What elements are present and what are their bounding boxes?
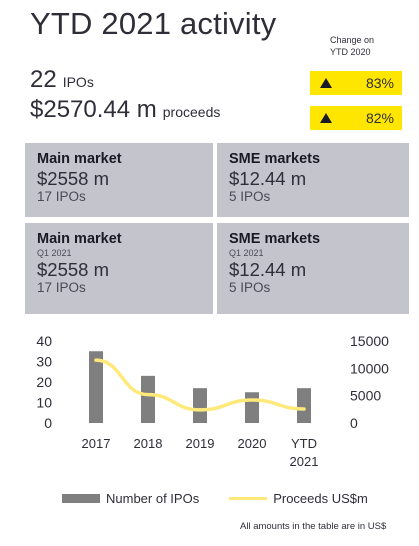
kpi-ipos-value: 22	[30, 66, 57, 93]
market-summary-grid: Main market $2558 m 17 IPOs SME markets …	[25, 143, 409, 314]
change-badge-ipos: 83%	[310, 71, 402, 95]
right-axis-tick: 15000	[350, 333, 389, 349]
cell-heading: Main market	[37, 151, 122, 167]
cell-value: $12.44 m	[229, 168, 307, 189]
kpi-ipos: 22 IPOs	[30, 66, 94, 94]
right-axis-tick: 5000	[350, 388, 381, 404]
left-axis-tick: 30	[36, 354, 52, 370]
change-badge-ipos-value: 83%	[365, 75, 394, 91]
change-badge-proceeds-value: 82%	[365, 110, 394, 126]
bar-number-of-ipos	[193, 388, 207, 423]
left-axis-tick: 20	[36, 374, 52, 390]
cell-count: 5 IPOs	[229, 189, 271, 204]
cell-main-market-q1: Main market Q1 2021 $2558 m 17 IPOs	[25, 223, 213, 314]
triangle-up-icon	[320, 78, 332, 88]
change-label: Change on YTD 2020	[330, 34, 390, 58]
cell-heading: SME markets	[229, 231, 321, 247]
right-axis-tick: 10000	[350, 360, 389, 376]
cell-subheading: Q1 2021	[37, 248, 72, 258]
page-title: YTD 2021 activity	[30, 6, 277, 41]
cell-value: $2558 m	[37, 259, 109, 280]
line-proceeds	[94, 358, 306, 412]
legend-line-swatch	[229, 497, 268, 500]
left-axis-tick: 40	[36, 333, 52, 349]
x-axis-tick: 2021	[290, 454, 319, 469]
left-axis-tick: 0	[44, 415, 52, 431]
cell-sme-markets-q1: SME markets Q1 2021 $12.44 m 5 IPOs	[217, 223, 409, 314]
cell-heading: SME markets	[229, 151, 321, 167]
kpi-ipos-unit: IPOs	[62, 74, 94, 90]
legend-line-label: Proceeds US$m	[273, 491, 368, 506]
x-axis-tick: 2020	[238, 436, 267, 451]
x-axis-tick: 2017	[82, 436, 111, 451]
x-axis-tick: 2018	[134, 436, 163, 451]
cell-count: 17 IPOs	[37, 280, 86, 295]
x-axis-tick: YTD	[291, 436, 317, 451]
legend-bar-swatch	[62, 494, 100, 503]
bar-number-of-ipos	[297, 388, 311, 423]
cell-sme-markets: SME markets $12.44 m 5 IPOs	[217, 143, 409, 217]
cell-subheading: Q1 2021	[229, 248, 264, 258]
bar-number-of-ipos	[141, 375, 155, 423]
cell-main-market: Main market $2558 m 17 IPOs	[25, 143, 213, 217]
cell-count: 5 IPOs	[229, 280, 271, 295]
cell-count: 17 IPOs	[37, 189, 86, 204]
left-axis-tick: 10	[36, 395, 52, 411]
kpi-proceeds-unit: proceeds	[162, 104, 221, 120]
triangle-up-icon	[320, 113, 332, 123]
x-axis-tick: 2019	[186, 436, 215, 451]
bar-number-of-ipos	[89, 351, 103, 423]
ipo-chart: 0 10 20 30 40 0 5000 10000 15000 2017 2018 2019 2020…	[36, 333, 389, 469]
cell-heading: Main market	[37, 231, 122, 247]
change-label-line1: Change on	[330, 35, 375, 45]
kpi-proceeds-value: $2570.44 m	[30, 96, 157, 123]
cell-value: $2558 m	[37, 168, 109, 189]
chart-legend: Number of IPOs Proceeds US$m	[62, 491, 368, 506]
right-axis-tick: 0	[350, 415, 358, 431]
change-label-line2: YTD 2020	[330, 47, 371, 57]
change-badge-proceeds: 82%	[310, 106, 402, 130]
kpi-proceeds: $2570.44 m proceeds	[30, 96, 220, 124]
bar-number-of-ipos	[245, 392, 259, 423]
legend-bar-label: Number of IPOs	[106, 491, 200, 506]
footnote: All amounts in the table are in US$	[240, 521, 387, 532]
cell-value: $12.44 m	[229, 259, 307, 280]
